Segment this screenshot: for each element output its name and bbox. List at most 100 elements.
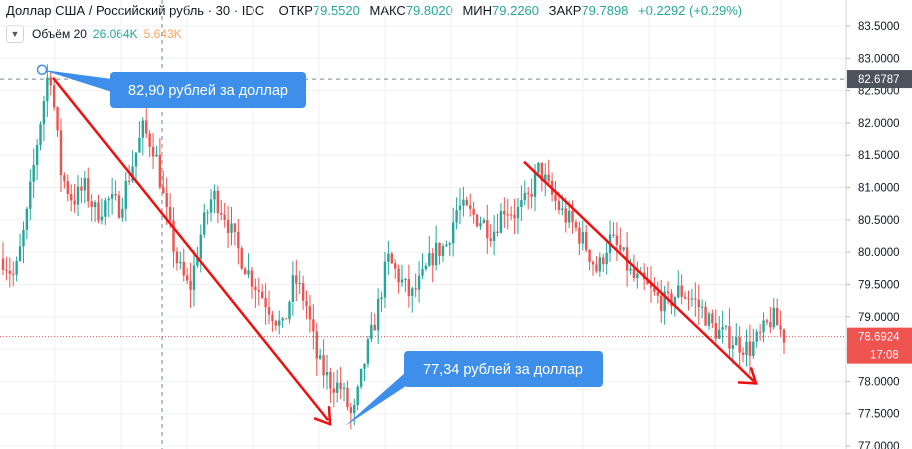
low-label: МИН — [462, 3, 493, 18]
candle — [547, 159, 550, 185]
candle — [475, 213, 479, 228]
candle — [182, 248, 185, 282]
candle — [779, 310, 782, 338]
candle — [308, 294, 312, 333]
volume-value-2: 5.643K — [143, 27, 182, 41]
close-value: 79.7898 — [581, 3, 629, 18]
candle — [336, 369, 339, 403]
candle — [233, 223, 237, 246]
candle — [185, 267, 189, 285]
candle — [226, 205, 230, 248]
candle — [179, 251, 182, 270]
candle — [216, 185, 220, 223]
candle — [492, 215, 496, 256]
candle — [394, 259, 397, 280]
candle — [138, 121, 141, 153]
candle — [516, 198, 520, 234]
candle — [12, 261, 15, 287]
candle — [636, 261, 639, 289]
candle — [110, 177, 114, 215]
candle — [677, 270, 680, 299]
candle — [434, 225, 438, 271]
candle — [694, 282, 697, 317]
price-axis: 83.5000 83.0000 82.5000 82.0000 81.5000 81.00… — [845, 0, 912, 449]
candle — [755, 328, 758, 348]
trend-line-1[interactable] — [52, 76, 332, 426]
candle — [97, 194, 100, 224]
candle — [199, 224, 203, 273]
candle — [107, 196, 110, 218]
candle — [332, 372, 336, 408]
volume-label: Объём 20 — [32, 27, 87, 41]
candle — [192, 249, 196, 307]
candle — [554, 181, 557, 211]
candle — [339, 366, 342, 400]
candle — [387, 240, 390, 276]
callout-anchor-point[interactable] — [36, 64, 48, 76]
candle — [574, 219, 578, 232]
candle — [407, 264, 411, 308]
candle — [66, 174, 69, 202]
candle — [506, 198, 509, 230]
annotations: 82,90 рублей за доллар 77,34 рублей за до… — [36, 64, 758, 427]
chevron-down-icon[interactable]: ▼ — [6, 25, 24, 43]
candle — [680, 274, 683, 305]
candle — [728, 308, 731, 358]
candle — [769, 306, 772, 334]
candle — [581, 220, 584, 251]
crosshair-price-tag: 82.6787 — [847, 70, 912, 89]
candle — [59, 118, 63, 192]
candle — [619, 227, 622, 256]
candle — [42, 95, 46, 142]
y-tick-label: 82.0000 — [858, 118, 900, 130]
candle — [39, 121, 42, 151]
candle — [32, 148, 35, 199]
candle — [298, 270, 301, 294]
candle — [237, 218, 240, 265]
candle — [687, 290, 690, 311]
candle — [46, 64, 49, 118]
candle — [741, 347, 745, 363]
candle — [496, 213, 499, 237]
candle — [513, 198, 516, 234]
candle — [711, 309, 714, 329]
candle — [80, 177, 83, 204]
low-value: 79.2260 — [492, 3, 540, 18]
candle — [151, 132, 155, 170]
candle — [25, 206, 29, 240]
y-tick-label: 82.5000 — [858, 86, 900, 98]
candle — [509, 206, 513, 221]
candle — [366, 336, 370, 368]
candle — [278, 310, 281, 335]
candle — [469, 193, 472, 217]
candle — [8, 257, 12, 288]
candle — [1, 241, 5, 276]
candle — [424, 263, 428, 272]
candle — [104, 197, 107, 225]
candle — [451, 207, 455, 257]
candle — [325, 354, 329, 390]
callout-low[interactable]: 77,34 рублей за доллар — [345, 351, 603, 427]
candle — [615, 222, 619, 262]
last-price-label: 78.6924 — [858, 332, 900, 344]
trend-line-2[interactable] — [523, 160, 758, 385]
candle — [223, 202, 226, 228]
y-tick-label: 77.5000 — [858, 409, 900, 421]
callout-high[interactable]: 82,90 рублей за доллар — [36, 64, 307, 108]
candle — [383, 251, 387, 309]
candle — [76, 175, 80, 217]
candle — [189, 262, 192, 308]
candle — [608, 220, 612, 262]
candle — [700, 299, 704, 319]
candle — [5, 256, 8, 281]
candle — [52, 77, 56, 111]
candle — [124, 171, 127, 222]
candle — [274, 319, 278, 331]
candle — [578, 221, 581, 256]
candle — [264, 283, 267, 325]
candle — [465, 196, 469, 207]
candle — [49, 72, 52, 96]
candle — [479, 216, 482, 230]
candle — [472, 201, 475, 224]
